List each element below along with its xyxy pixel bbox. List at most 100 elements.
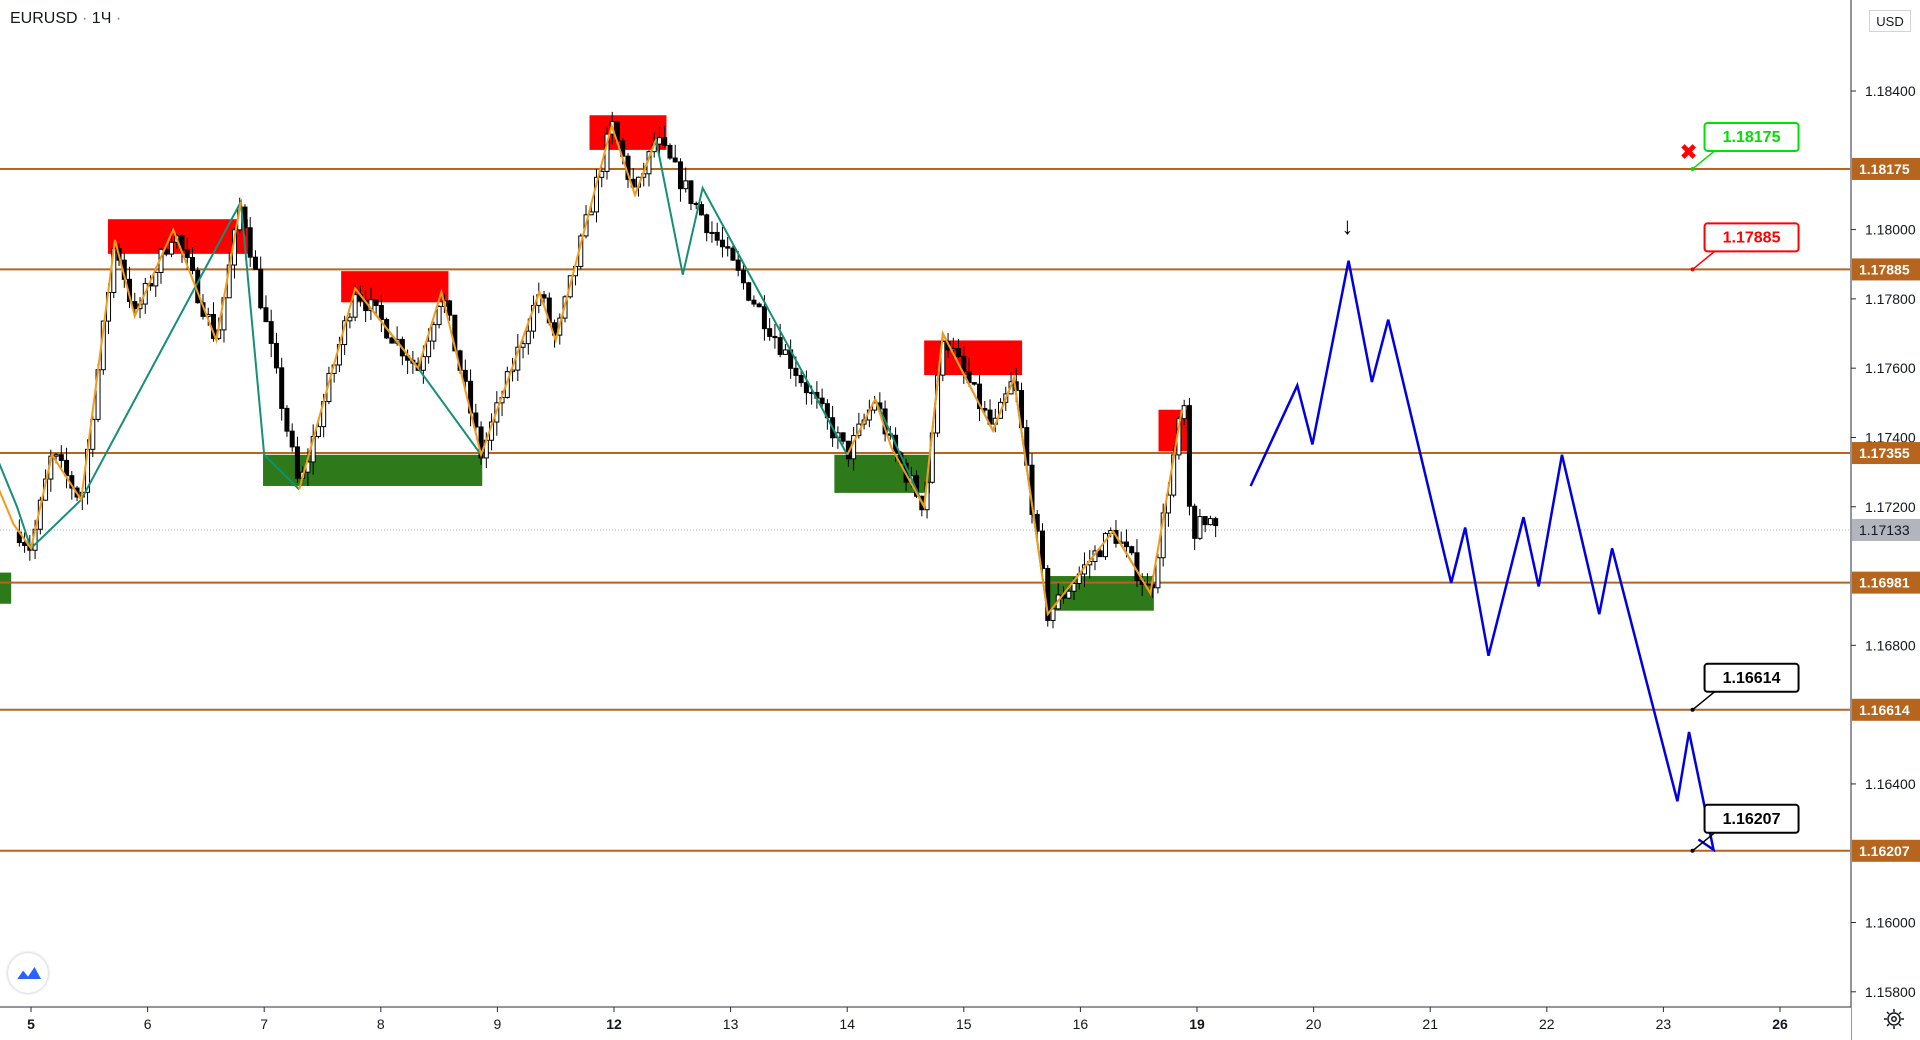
candle-body: [662, 137, 668, 146]
candle-body: [294, 446, 300, 479]
candle-body: [189, 257, 195, 272]
level-price-tag[interactable]: [1852, 698, 1920, 721]
candle-body: [284, 407, 290, 432]
price-tick-label: 1.15800: [1865, 984, 1916, 1000]
candle-body: [677, 161, 683, 190]
symbol-header[interactable]: EURUSD · 1Ч ·: [10, 10, 121, 28]
candles-layer: [16, 111, 1219, 629]
symbol-name[interactable]: EURUSD: [10, 10, 78, 27]
target-leader: [1692, 150, 1716, 170]
arrow-down-icon: ↓: [1341, 213, 1353, 240]
candle-body: [667, 144, 673, 159]
candle-body: [289, 430, 295, 448]
time-tick-label: 9: [494, 1016, 502, 1032]
time-tick-label: 5: [27, 1016, 35, 1032]
price-tick-label: 1.16400: [1865, 776, 1916, 792]
candle-body: [1202, 516, 1208, 526]
target-leader: [1692, 691, 1716, 711]
candle-body: [247, 227, 253, 258]
candle-body: [153, 271, 159, 287]
target-box[interactable]: [1703, 662, 1800, 693]
gear-icon[interactable]: [1883, 1008, 1905, 1030]
candle-body: [719, 239, 725, 248]
candle-body: [1123, 541, 1129, 548]
candle-body: [1129, 546, 1135, 554]
time-tick-label: 19: [1189, 1016, 1205, 1032]
candle-body: [184, 249, 190, 259]
price-tick-label: 1.16800: [1865, 637, 1916, 653]
level-price-tag[interactable]: [1852, 157, 1920, 180]
candle-body: [431, 324, 437, 342]
candle-body: [252, 256, 258, 270]
time-tick-label: 14: [839, 1016, 855, 1032]
candle-body: [725, 246, 731, 249]
candle-body: [1134, 552, 1140, 582]
time-tick-label: 7: [260, 1016, 268, 1032]
candle-body: [798, 374, 804, 384]
close-icon: ✖: [1679, 139, 1697, 164]
demand-zone: [0, 572, 12, 604]
target-box[interactable]: [1703, 222, 1800, 253]
level-price-label: 1.18175: [1859, 161, 1910, 177]
zigzag-orange: [846, 330, 1183, 617]
price-tick-label: 1.18000: [1865, 222, 1916, 238]
candle-body: [793, 367, 799, 376]
target-box[interactable]: [1703, 803, 1800, 834]
candle-body: [473, 412, 479, 428]
target-label: 1.17885: [1723, 229, 1781, 246]
header-dot: ·: [115, 10, 122, 27]
price-tick-label: 1.17400: [1865, 429, 1916, 445]
target-box[interactable]: [1703, 121, 1800, 152]
interval-label[interactable]: 1Ч: [91, 10, 112, 27]
forecast-layer: [1249, 260, 1716, 853]
candle-body: [541, 294, 547, 299]
target-label: 1.18175: [1723, 129, 1781, 146]
time-tick-label: 6: [144, 1016, 152, 1032]
candle-body: [1186, 405, 1192, 507]
candle-body: [373, 299, 379, 307]
candle-body: [347, 316, 353, 322]
candle-body: [767, 328, 773, 337]
level-price-tag[interactable]: [1852, 442, 1920, 465]
level-price-tag[interactable]: [1852, 571, 1920, 594]
price-tick-label: 1.17800: [1865, 291, 1916, 307]
time-tick-label: 22: [1539, 1016, 1555, 1032]
tradingview-logo-icon[interactable]: [8, 953, 48, 993]
annotation-layer: 1.18175 1.17885 1.16614 1.16207 ✖ ↓: [1341, 121, 1800, 853]
zigzag-orange: [0, 201, 242, 551]
level-price-tag[interactable]: [1852, 839, 1920, 862]
candle-body: [956, 348, 962, 357]
candle-body: [1213, 518, 1219, 527]
price-tick-label: 1.17600: [1865, 360, 1916, 376]
candle-body: [1155, 557, 1161, 589]
candle-body: [420, 356, 426, 371]
candle-body: [279, 367, 285, 409]
candle-body: [53, 454, 59, 457]
candle-body: [772, 335, 778, 339]
current-price-tag[interactable]: [1852, 518, 1920, 541]
candle-body: [1040, 530, 1046, 569]
time-axis[interactable]: 5 6 7 8 9 12 13 14 15 16 19 20 21 22 23 26: [0, 1006, 1851, 1040]
candle-body: [746, 282, 752, 301]
level-price-label: 1.16981: [1859, 575, 1910, 591]
candle-body: [840, 432, 846, 442]
candle-body: [1207, 518, 1213, 526]
time-tick-label: 12: [606, 1016, 622, 1032]
forecast-path[interactable]: [1249, 260, 1716, 853]
candle-body: [352, 294, 358, 318]
candle-body: [709, 231, 715, 234]
price-tick-label: 1.16000: [1865, 915, 1916, 931]
candle-body: [735, 259, 741, 271]
price-axis[interactable]: 1.18400 1.18000 1.17800 1.17600 1.17400 1.172…: [1850, 0, 1920, 1040]
time-tick-label: 20: [1306, 1016, 1322, 1032]
level-price-tag[interactable]: [1852, 258, 1920, 281]
candle-body: [803, 382, 809, 394]
candle-body: [1102, 533, 1108, 558]
zones-layer: [0, 115, 1188, 611]
candle-body: [756, 303, 762, 308]
time-axis-bg: [0, 1007, 1851, 1040]
candle-body: [1181, 405, 1187, 420]
candle-body: [714, 231, 720, 241]
currency-button[interactable]: USD: [1869, 10, 1911, 32]
